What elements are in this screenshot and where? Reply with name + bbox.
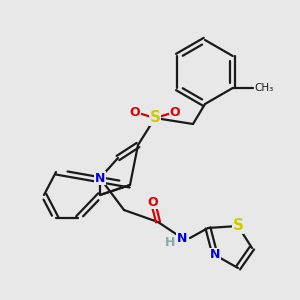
Text: N: N (95, 172, 105, 184)
Text: CH₃: CH₃ (255, 83, 274, 93)
Text: N: N (210, 248, 220, 262)
Text: H: H (165, 236, 175, 250)
Text: O: O (130, 106, 140, 118)
Text: O: O (148, 196, 158, 208)
Text: S: S (232, 218, 244, 233)
Text: N: N (177, 232, 187, 244)
Text: S: S (149, 110, 161, 125)
Text: O: O (170, 106, 180, 118)
